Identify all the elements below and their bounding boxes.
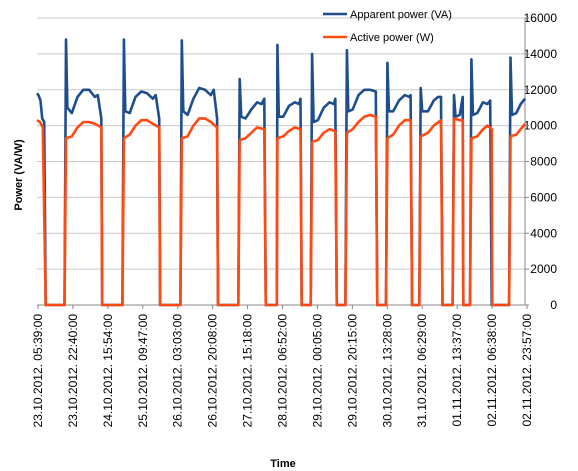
legend: Apparent power (VA) Active power (W) xyxy=(323,9,452,44)
y-tick-label: 8000 xyxy=(530,155,557,169)
y-tick-label: 4000 xyxy=(530,226,557,240)
y-tick-label: 2000 xyxy=(530,262,557,276)
x-tick-label: 26.10.2012. 20:08:00 xyxy=(206,314,220,428)
x-tick-label: 23.10.2012. 05:39:00 xyxy=(31,314,45,428)
legend-label: Apparent power (VA) xyxy=(350,9,452,21)
x-tick-label: 02.11.2012. 23:57:00 xyxy=(520,314,534,427)
series-line-active-power xyxy=(36,113,527,307)
y-tick-label: 6000 xyxy=(530,190,557,204)
y-tick-label: 10000 xyxy=(524,119,558,133)
series-layer xyxy=(35,38,527,307)
x-tick-label: 23.10.2012. 22:40:00 xyxy=(66,314,80,428)
legend-label: Active power (W) xyxy=(350,32,434,44)
y-tick-label: 12000 xyxy=(524,83,558,97)
x-tick-label: 25.10.2012. 09:47:00 xyxy=(136,314,150,428)
x-tick-label: 28.10.2012. 06:52:00 xyxy=(276,314,290,428)
x-axis-title: Time xyxy=(270,458,295,470)
y-axis-title: Power (VA/W) xyxy=(13,139,25,211)
x-tick-label: 30.10.2012. 13:28:00 xyxy=(380,314,394,428)
y-tick-label: 14000 xyxy=(524,47,558,61)
x-tick-label: 27.10.2012. 15:18:00 xyxy=(241,314,255,428)
x-tick-label: 29.10.2012. 00:05:00 xyxy=(310,314,324,428)
x-tick-label: 29.10.2012. 20:15:00 xyxy=(345,314,359,428)
y-tick-label: 0 xyxy=(550,298,557,312)
x-tick-label: 26.10.2012. 03:03:00 xyxy=(171,314,185,428)
y-tick-label: 16000 xyxy=(524,11,558,25)
grid xyxy=(37,17,525,306)
x-tick-label: 24.10.2012. 15:54:00 xyxy=(101,314,115,428)
axes: 0 2000 4000 6000 8000 10000 12000 14000 16000 23.… xyxy=(31,11,557,427)
x-tick-label: 31.10.2012. 06:29:00 xyxy=(415,314,429,428)
x-tick-label: 01.11.2012. 13:37:00 xyxy=(450,314,464,427)
x-tick-label: 02.11.2012. 06:38:00 xyxy=(485,314,499,427)
